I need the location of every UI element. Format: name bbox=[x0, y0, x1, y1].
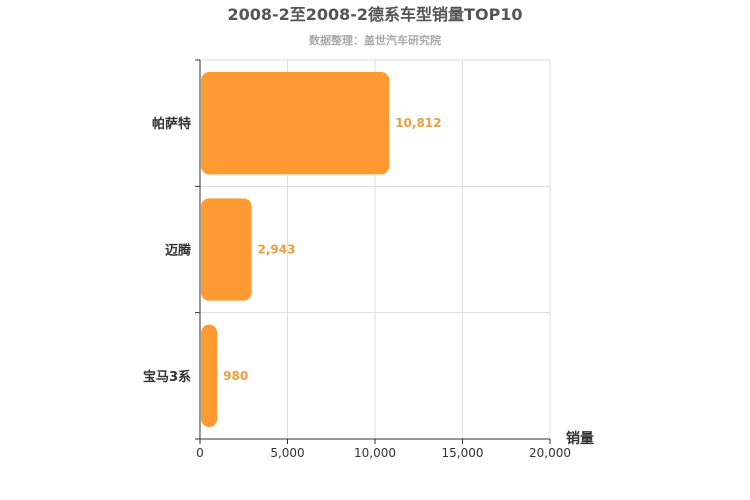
bar bbox=[201, 324, 218, 427]
bar bbox=[201, 198, 252, 301]
bar-value-label: 10,812 bbox=[395, 116, 441, 130]
y-tick-label: 迈腾 bbox=[165, 243, 192, 259]
x-tick-label: 20,000 bbox=[529, 446, 571, 460]
y-tick-label: 帕萨特 bbox=[152, 116, 191, 132]
bars: 10,812 2,943 980 bbox=[201, 72, 442, 427]
x-tick-label: 10,000 bbox=[354, 446, 396, 460]
bar bbox=[201, 72, 390, 175]
bar-value-label: 2,943 bbox=[258, 243, 296, 257]
y-tick-label: 宝马3系 bbox=[143, 369, 191, 385]
bar-value-label: 980 bbox=[223, 369, 248, 383]
chart-subtitle: 数据整理：盖世汽车研究院 bbox=[309, 33, 441, 47]
x-tick-label: 15,000 bbox=[442, 446, 484, 460]
x-tick-label: 0 bbox=[196, 446, 204, 460]
x-tick-label: 5,000 bbox=[270, 446, 304, 460]
chart-title: 2008-2至2008-2德系车型销量TOP10 bbox=[227, 5, 522, 24]
x-axis-title: 销量 bbox=[566, 430, 594, 447]
